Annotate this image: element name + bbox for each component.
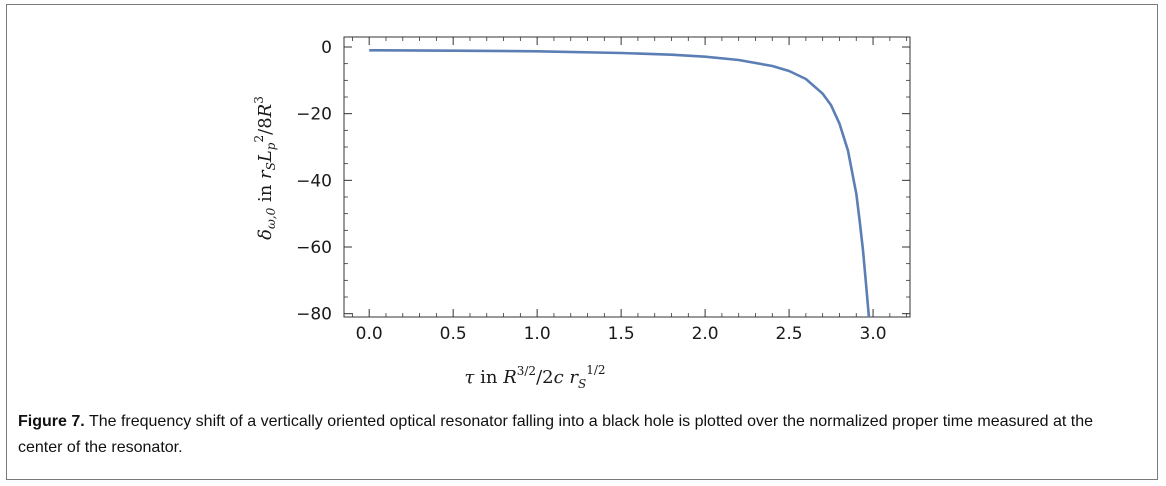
series-line-0	[369, 49, 871, 318]
y-tick-label: −80	[296, 305, 332, 325]
x-tick-label: 3.0	[860, 324, 887, 344]
figure-box	[6, 4, 1158, 480]
plot-frame	[343, 36, 911, 318]
line-chart: 0.0 0.5 1.0 1.5 2.0 2.5 3.0 0 −20 −40 −60 −80 τ in …	[252, 36, 911, 391]
caption-text: The frequency shift of a vertically orie…	[18, 413, 1094, 456]
figure-label: Figure 7.	[18, 413, 85, 430]
y-tick-label: −40	[296, 171, 332, 191]
y-tick-label: −60	[296, 238, 332, 258]
x-tick-label: 2.5	[776, 324, 803, 344]
x-axis-label: τ in R3/2/2c rS1/2	[464, 363, 605, 391]
x-tick-label: 1.5	[608, 324, 635, 344]
x-tick-label: 0.5	[440, 324, 467, 344]
x-tick-label: 1.0	[524, 324, 551, 344]
y-tick-label: −20	[296, 105, 332, 125]
y-tick-label: 0	[321, 38, 332, 58]
y-axis-label: δω,0 in rSLp2/8R3	[252, 96, 278, 240]
figure-caption: Figure 7. The frequency shift of a verti…	[18, 408, 1128, 460]
x-tick-label: 0.0	[356, 324, 383, 344]
x-tick-label: 2.0	[692, 324, 719, 344]
